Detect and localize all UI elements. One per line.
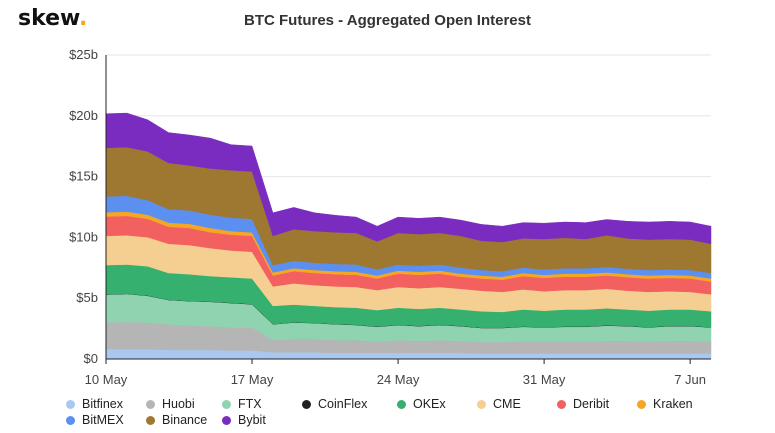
legend-item-okex[interactable]: OKEx bbox=[397, 396, 477, 412]
chart-legend: Bitfinex Huobi FTX CoinFlex OKEx CME Deribit Kr… bbox=[66, 396, 766, 428]
legend-row: BitMEX Binance Bybit bbox=[66, 412, 766, 428]
legend-item-binance[interactable]: Binance bbox=[146, 412, 222, 428]
x-axis-ticks: 10 May 17 May 24 May 31 May 7 Jun bbox=[85, 359, 706, 387]
legend-label: Binance bbox=[162, 413, 208, 427]
area-series-bybit bbox=[105, 112, 712, 245]
legend-item-deribit[interactable]: Deribit bbox=[557, 396, 637, 412]
open-interest-chart: $0 $5b $10b $15b $20b $25b 10 May 17 May 24 May… bbox=[69, 47, 712, 387]
legend-item-kraken[interactable]: Kraken bbox=[637, 396, 717, 412]
legend-label: CoinFlex bbox=[318, 397, 368, 411]
legend-swatch-icon bbox=[477, 399, 486, 409]
legend-item-ftx[interactable]: FTX bbox=[222, 396, 302, 412]
legend-swatch-icon bbox=[146, 415, 155, 425]
legend-swatch-icon bbox=[66, 415, 75, 425]
legend-label: OKEx bbox=[413, 397, 446, 411]
y-tick-label: $15b bbox=[69, 169, 98, 184]
y-axis-ticks: $0 $5b $10b $15b $20b $25b bbox=[69, 47, 98, 366]
y-tick-label: $5b bbox=[76, 290, 98, 305]
skew-logo: skew. bbox=[18, 6, 88, 31]
y-tick-label: $0 bbox=[84, 351, 98, 366]
legend-swatch-icon bbox=[302, 399, 311, 409]
legend-label: FTX bbox=[238, 397, 262, 411]
chart-title: BTC Futures - Aggregated Open Interest bbox=[244, 12, 531, 29]
legend-label: Kraken bbox=[653, 397, 693, 411]
x-tick-label: 17 May bbox=[231, 372, 274, 387]
axes bbox=[105, 55, 711, 360]
legend-item-bybit[interactable]: Bybit bbox=[222, 412, 302, 428]
legend-swatch-icon bbox=[222, 399, 231, 409]
legend-item-huobi[interactable]: Huobi bbox=[146, 396, 222, 412]
y-tick-label: $10b bbox=[69, 229, 98, 244]
legend-item-bitfinex[interactable]: Bitfinex bbox=[66, 396, 146, 412]
x-tick-label: 10 May bbox=[85, 372, 128, 387]
x-tick-label: 31 May bbox=[523, 372, 566, 387]
legend-label: Bybit bbox=[238, 413, 266, 427]
legend-row: Bitfinex Huobi FTX CoinFlex OKEx CME Deribit Kr… bbox=[66, 396, 766, 412]
legend-swatch-icon bbox=[397, 399, 406, 409]
legend-item-cme[interactable]: CME bbox=[477, 396, 557, 412]
legend-label: Huobi bbox=[162, 397, 195, 411]
legend-swatch-icon bbox=[557, 399, 566, 409]
legend-label: BitMEX bbox=[82, 413, 124, 427]
legend-swatch-icon bbox=[66, 399, 75, 409]
legend-label: Deribit bbox=[573, 397, 610, 411]
x-tick-label: 7 Jun bbox=[674, 372, 706, 387]
legend-swatch-icon bbox=[222, 415, 231, 425]
legend-item-coinflex[interactable]: CoinFlex bbox=[302, 396, 397, 412]
x-tick-label: 24 May bbox=[377, 372, 420, 387]
y-tick-label: $25b bbox=[69, 47, 98, 62]
legend-swatch-icon bbox=[637, 399, 646, 409]
stacked-areas bbox=[105, 112, 712, 360]
legend-label: Bitfinex bbox=[82, 397, 123, 411]
y-tick-label: $20b bbox=[69, 108, 98, 123]
legend-item-bitmex[interactable]: BitMEX bbox=[66, 412, 146, 428]
legend-swatch-icon bbox=[146, 399, 155, 409]
legend-label: CME bbox=[493, 397, 521, 411]
